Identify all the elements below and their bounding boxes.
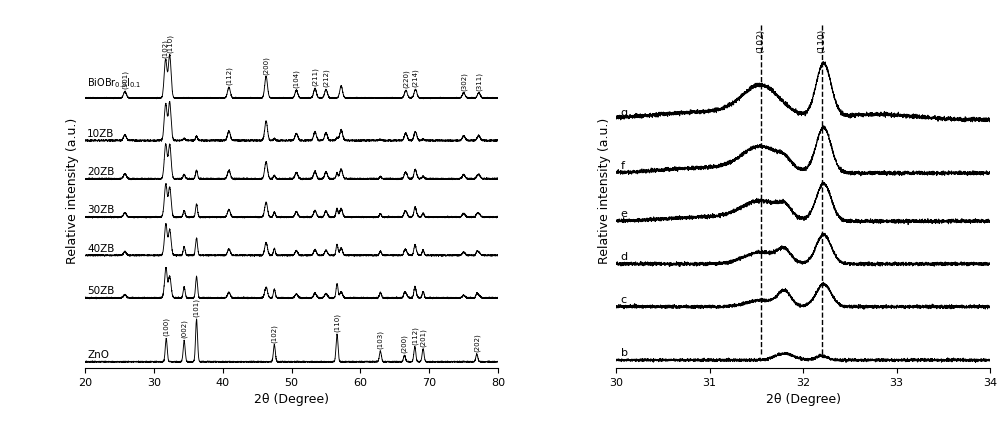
Text: (112): (112): [412, 326, 418, 345]
Text: c: c: [621, 294, 627, 304]
Text: (002): (002): [181, 319, 187, 338]
Text: (104): (104): [293, 69, 300, 88]
Text: (102): (102): [162, 39, 169, 57]
Y-axis label: Relative intensity (a.u.): Relative intensity (a.u.): [66, 117, 79, 264]
Text: 50ZB: 50ZB: [87, 286, 114, 296]
Text: 40ZB: 40ZB: [87, 244, 114, 254]
Text: (201): (201): [420, 328, 426, 347]
Y-axis label: Relative intensity (a.u.): Relative intensity (a.u.): [598, 117, 611, 264]
Text: (212): (212): [323, 68, 329, 87]
Text: (211): (211): [312, 68, 318, 86]
Text: 20ZB: 20ZB: [87, 167, 114, 177]
Text: ZnO: ZnO: [87, 350, 109, 360]
Text: (200): (200): [401, 334, 408, 353]
Text: 10ZB: 10ZB: [87, 129, 114, 139]
Text: (110): (110): [166, 34, 173, 53]
Text: (100): (100): [163, 317, 170, 336]
Text: (311): (311): [476, 72, 482, 91]
Text: BiOBr$_{0.9}$I$_{0.1}$: BiOBr$_{0.9}$I$_{0.1}$: [87, 77, 141, 90]
Text: (103): (103): [377, 330, 384, 349]
Text: e: e: [621, 209, 628, 219]
Text: (110): (110): [817, 29, 826, 53]
X-axis label: 2θ (Degree): 2θ (Degree): [766, 393, 841, 406]
Text: (200): (200): [263, 56, 269, 74]
Text: (102): (102): [271, 324, 278, 342]
Text: (220): (220): [403, 69, 409, 88]
Text: (302): (302): [460, 72, 467, 91]
Text: (101): (101): [193, 298, 200, 317]
Text: (214): (214): [412, 68, 419, 87]
Text: d: d: [621, 252, 628, 262]
Text: b: b: [621, 348, 628, 358]
Text: f: f: [621, 161, 625, 171]
X-axis label: 2θ (Degree): 2θ (Degree): [254, 393, 329, 406]
Text: (110): (110): [334, 313, 340, 332]
Text: 30ZB: 30ZB: [87, 205, 114, 215]
Text: (102): (102): [757, 29, 766, 53]
Text: (101): (101): [122, 71, 128, 89]
Text: g: g: [621, 107, 628, 118]
Text: (112): (112): [226, 66, 232, 85]
Text: (202): (202): [474, 333, 480, 352]
